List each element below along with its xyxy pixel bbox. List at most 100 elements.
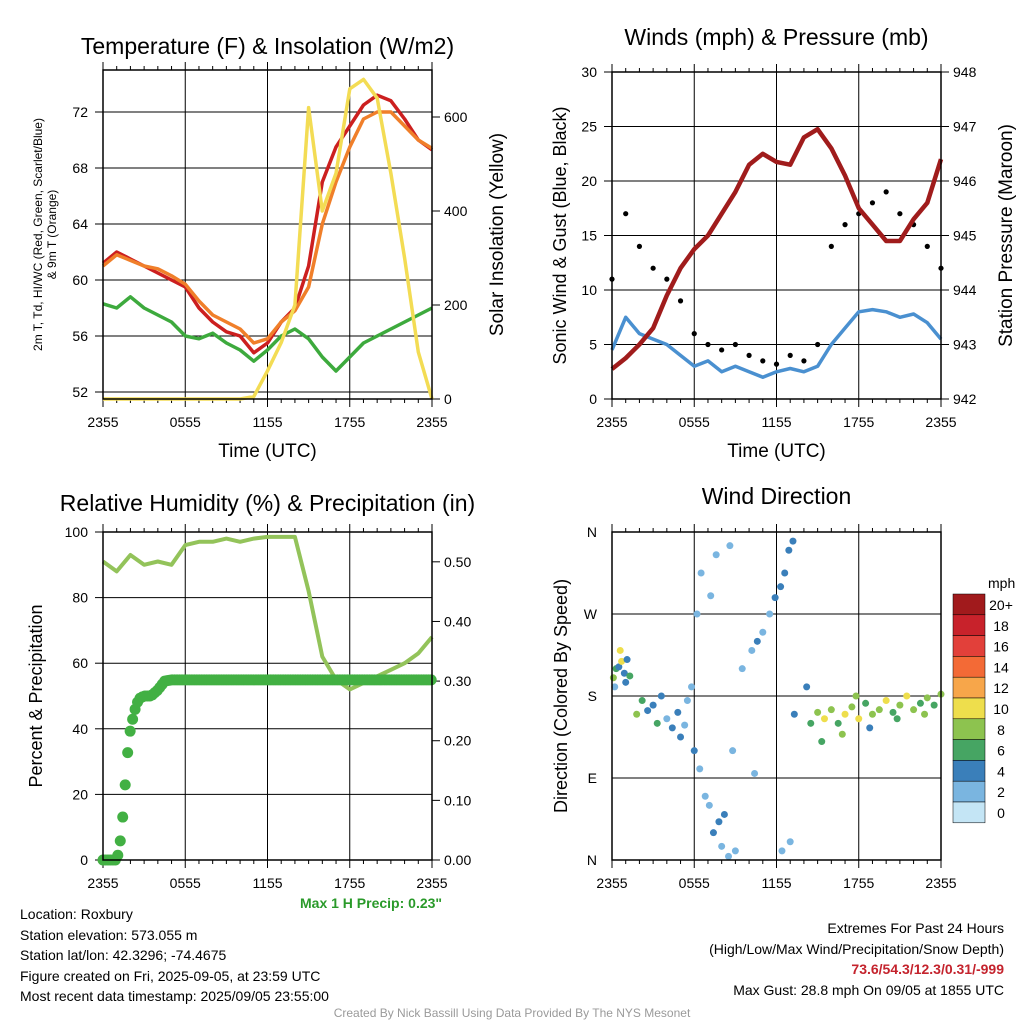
extremes-values: 73.6/54.3/12.3/0.31/-999 <box>851 961 1004 977</box>
gust-point <box>636 243 643 249</box>
charts-canvas: Temperature (F) & Insolation (W/m2) 5 25 6 6… <box>26 24 1017 891</box>
location-line: Location: Roxbury <box>20 906 133 922</box>
legend-label: 14 <box>993 659 1009 675</box>
gust-point <box>691 331 697 337</box>
wind-direction-point <box>903 692 911 700</box>
y2-tick-label: 947 <box>953 119 977 135</box>
precip-point <box>122 747 134 759</box>
x-tick-label: 2355 <box>925 875 956 891</box>
y2-tick-label: 400 <box>444 203 468 219</box>
y-tick-label: 25 <box>581 119 597 135</box>
wind-direction-point <box>814 708 822 716</box>
x-tick-label: 1755 <box>843 875 874 891</box>
wind-direction-point <box>620 669 628 677</box>
legend-swatch <box>952 718 986 740</box>
wind-direction-point <box>921 710 929 718</box>
y-tick-label: 30 <box>581 64 597 80</box>
gust-point <box>760 358 766 364</box>
y-tick-label: 56 <box>72 328 88 344</box>
y2-tick-label: 600 <box>444 109 468 125</box>
chart-panel-2: Winds (mph) & Pressure (mb) 0 5 10 15 20 25 30 9… <box>550 24 1017 462</box>
extremes-subtitle: (High/Low/Max Wind/Precipitation/Snow De… <box>709 940 1004 957</box>
chart-panel-4: Wind Direction N W S E N 2355 0555 1155 1755 2355 D… <box>551 483 1015 891</box>
y-tick-label: 20 <box>581 173 597 189</box>
precip-point <box>119 779 131 791</box>
x-tick-label: 2355 <box>416 414 447 430</box>
x-axis-label: Time (UTC) <box>218 441 317 462</box>
legend-swatch <box>952 760 986 782</box>
legend-label: 18 <box>993 618 1009 634</box>
y-tick-label: S <box>588 688 597 704</box>
series-line <box>610 126 944 371</box>
x-tick-label: 1155 <box>761 414 791 430</box>
x-tick-label: 1755 <box>843 414 874 430</box>
wind-direction-point <box>790 710 798 718</box>
series-line <box>101 93 434 355</box>
y-axis-label: Percent & Precipitation <box>26 604 46 787</box>
recent-line: Most recent data timestamp: 2025/09/05 2… <box>20 988 329 1004</box>
wind-direction-point <box>759 628 767 636</box>
y-tick-label: W <box>584 606 598 622</box>
series-line <box>101 110 433 345</box>
precip-point <box>124 725 136 737</box>
legend-swatch <box>952 614 986 636</box>
wind-direction-point <box>771 594 779 602</box>
created-line: Figure created on Fri, 2025-09-05, at 23… <box>20 967 321 984</box>
wind-direction-point <box>615 663 623 671</box>
y2-tick-label: 0.20 <box>444 733 471 749</box>
y-tick-label: 20 <box>72 786 88 802</box>
wind-direction-point <box>609 674 617 682</box>
x-tick-label: 2355 <box>596 875 627 891</box>
legend-swatch <box>952 801 986 824</box>
wind-direction-point <box>855 715 863 723</box>
wind-direction-point <box>644 707 652 715</box>
y2-axis-label: Solar Insolation (Yellow) <box>487 133 508 336</box>
y-tick-label: 0 <box>589 391 597 407</box>
series-line <box>102 295 433 373</box>
series-line <box>610 307 943 379</box>
wind-direction-point <box>674 708 682 716</box>
legend-swatch <box>952 739 986 761</box>
wind-direction-point <box>766 610 774 618</box>
wind-direction-point <box>866 724 874 732</box>
y-tick-label: 100 <box>65 524 89 540</box>
gust-point <box>650 265 656 271</box>
wind-direction-point <box>803 683 811 691</box>
x-tick-label: 0555 <box>679 875 710 891</box>
precip-point <box>127 713 139 725</box>
wind-direction-point <box>697 569 705 577</box>
y-tick-label: 40 <box>72 721 88 737</box>
precip-point <box>114 835 126 847</box>
wind-direction-point <box>731 847 739 855</box>
legend-label: 12 <box>993 680 1009 696</box>
legend-label: 20+ <box>989 597 1013 613</box>
chart-title: Relative Humidity (%) & Precipitation (i… <box>60 490 475 516</box>
x-tick-label: 0555 <box>170 414 201 430</box>
wind-direction-point <box>841 710 849 718</box>
wind-direction-point <box>778 847 786 855</box>
wind-direction-point <box>820 715 828 723</box>
y-axis-label-line2: & 9m T (Orange) <box>45 190 59 280</box>
x-tick-label: 2355 <box>87 875 118 891</box>
wind-direction-point <box>663 715 671 723</box>
y2-tick-label: 943 <box>953 337 977 353</box>
wind-direction-point <box>916 699 924 707</box>
wind-direction-point <box>688 683 696 691</box>
wind-direction-point <box>930 701 938 709</box>
wind-direction-point <box>738 665 746 673</box>
wind-direction-point <box>868 710 876 718</box>
wind-direction-point <box>683 697 691 705</box>
credit-line: Created By Nick Bassill Using Data Provi… <box>333 1006 691 1020</box>
legend-label: 10 <box>993 701 1009 717</box>
max-precip-note: Max 1 H Precip: 0.23" <box>300 895 443 911</box>
y-tick-label: 15 <box>581 228 597 244</box>
wind-direction-point <box>705 801 713 809</box>
legend-label: 6 <box>997 743 1005 759</box>
wind-direction-point <box>616 646 624 654</box>
wind-direction-point <box>623 656 631 664</box>
chart-title: Temperature (F) & Insolation (W/m2) <box>81 33 454 59</box>
y2-tick-label: 0 <box>444 391 452 407</box>
legend-swatch <box>952 697 986 720</box>
y-tick-label: 5 <box>589 337 597 353</box>
